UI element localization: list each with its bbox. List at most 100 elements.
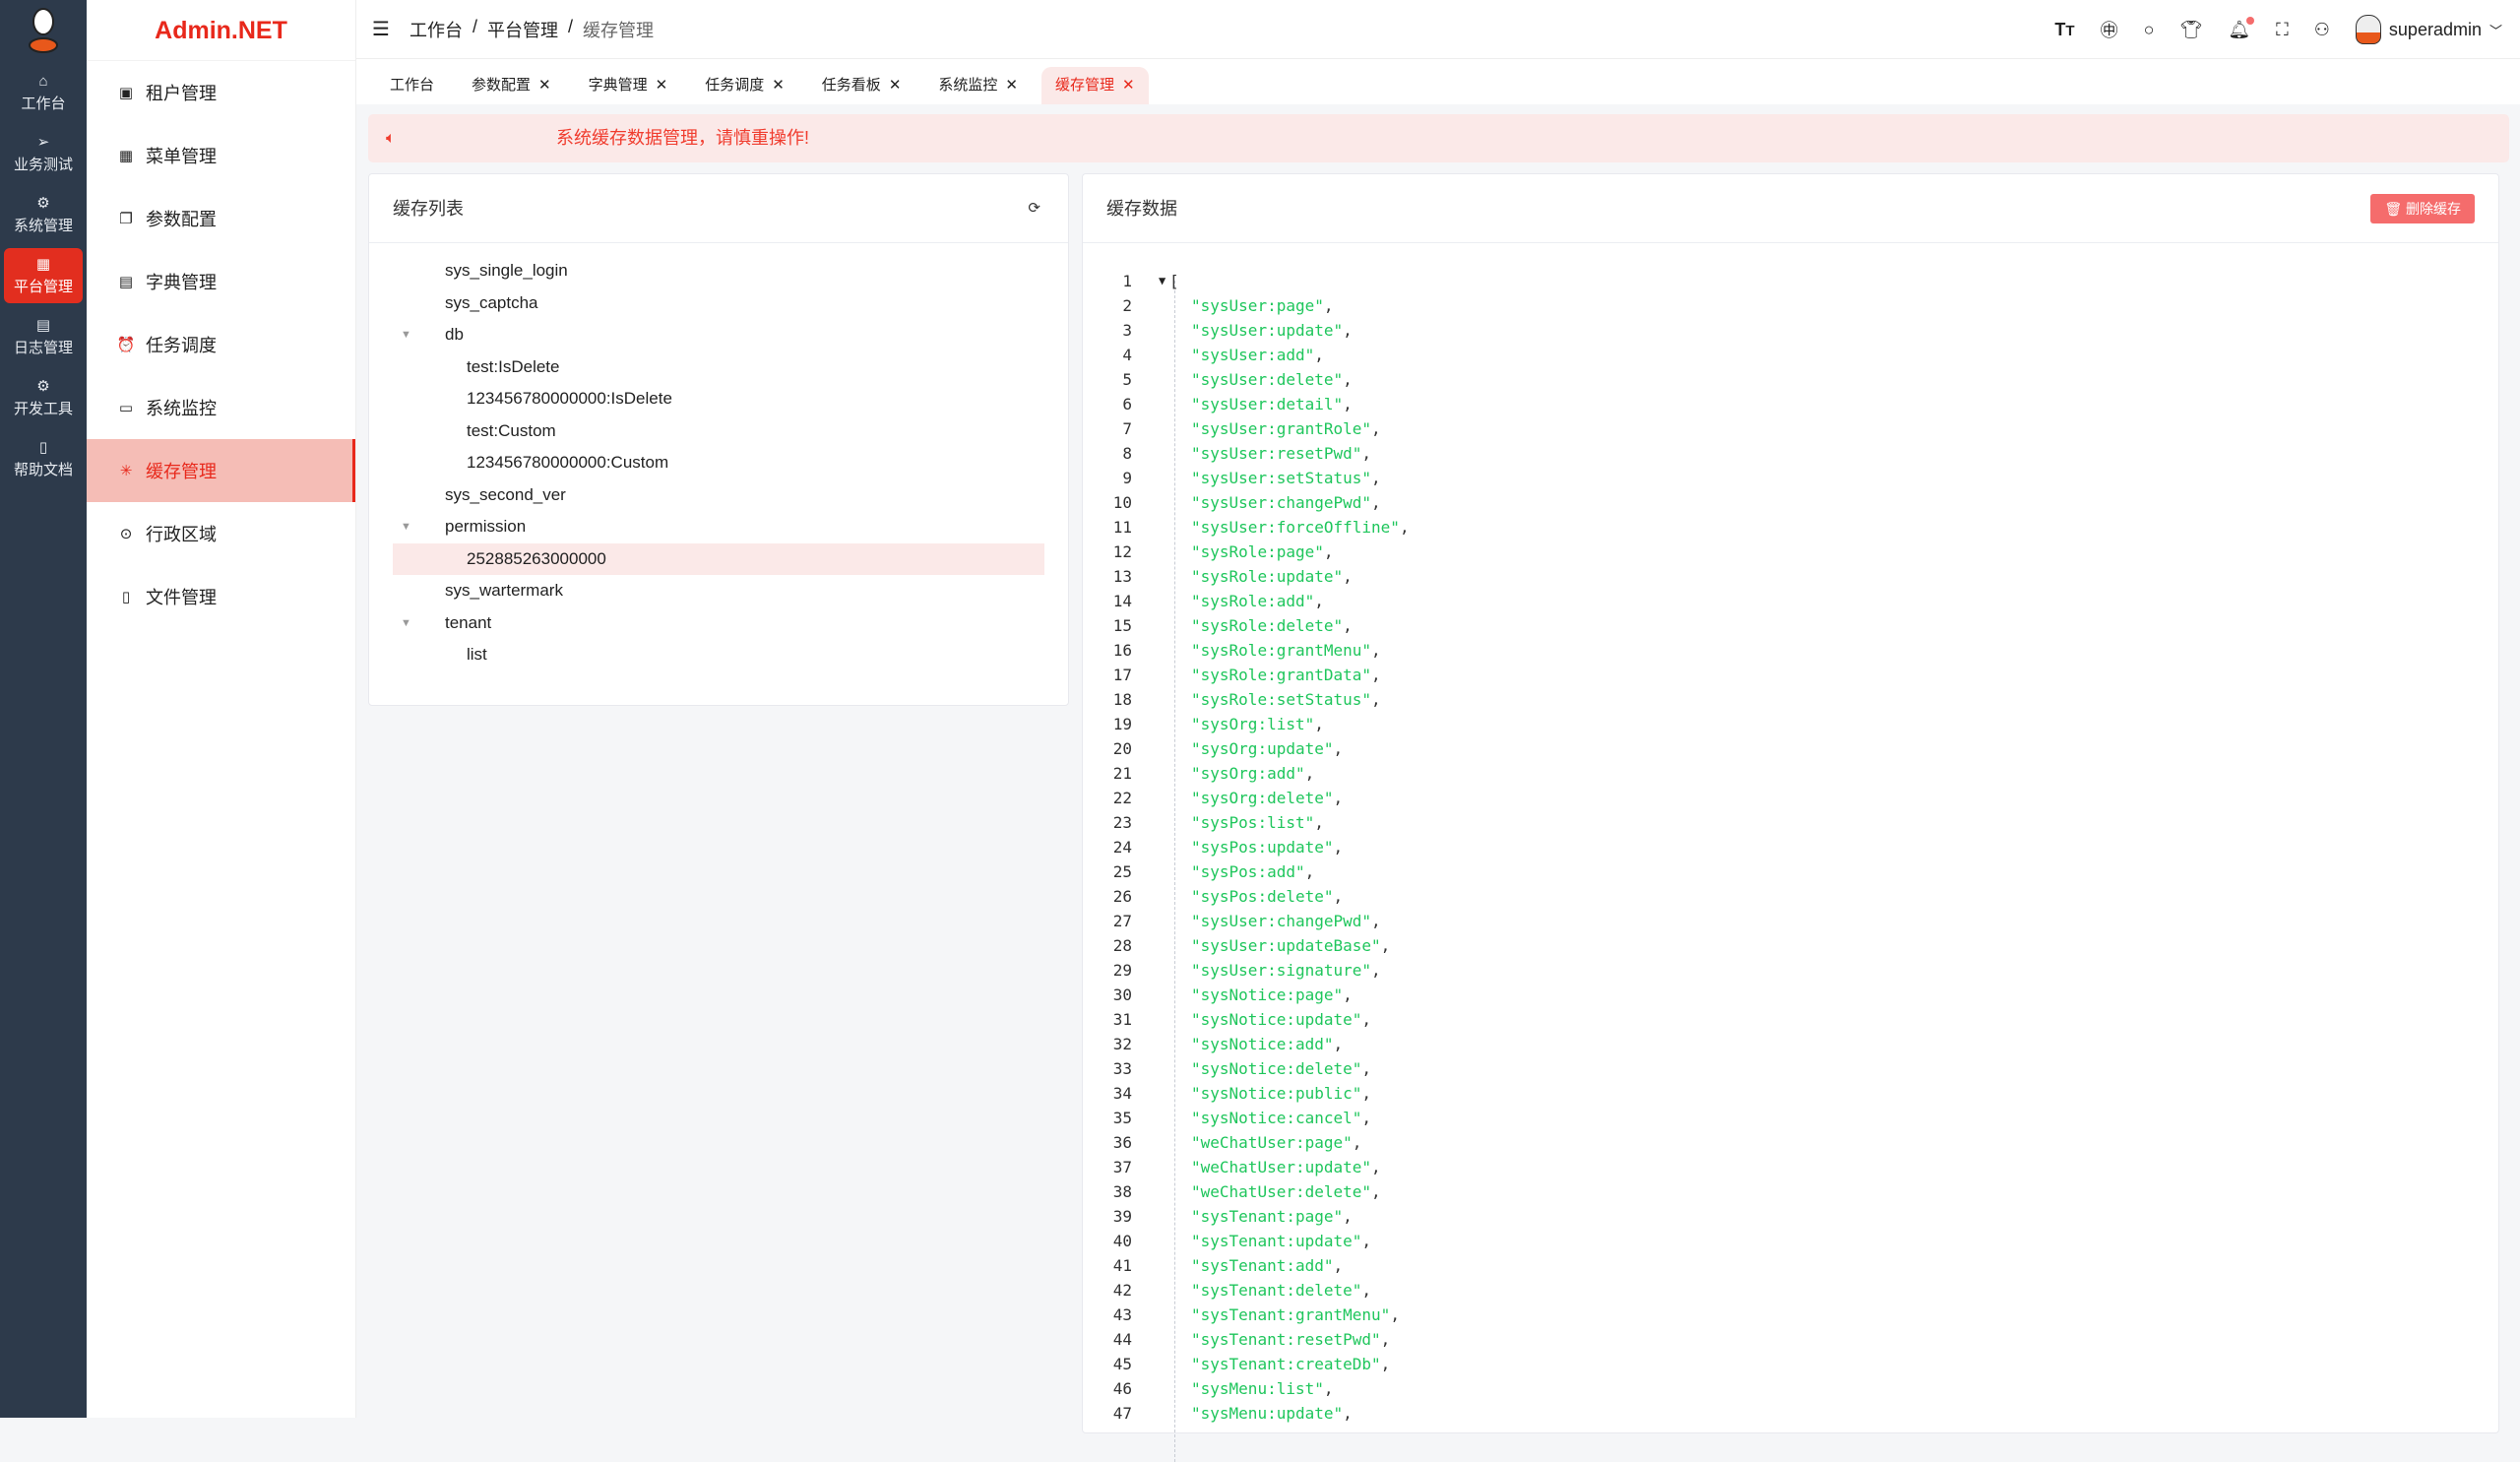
tab-label: 工作台	[390, 77, 435, 94]
close-icon[interactable]: ✕	[772, 77, 785, 94]
line-number: 7	[1122, 419, 1132, 438]
line-number: 2	[1122, 296, 1132, 315]
rail-item-label: 平台管理	[13, 279, 73, 295]
json-string: "sysRole:setStatus",	[1191, 690, 1381, 709]
rail-item[interactable]: ⌂ 工作台	[4, 65, 83, 120]
close-icon[interactable]: ✕	[1005, 77, 1018, 94]
speaker-icon: 🔈︎	[386, 130, 396, 147]
json-string: "sysOrg:update",	[1191, 739, 1344, 758]
sidebar-item[interactable]: ▣ 租户管理	[87, 61, 355, 124]
monitor-icon: ▭	[118, 400, 134, 416]
line-number: 19	[1112, 715, 1132, 733]
line-number: 36	[1112, 1133, 1132, 1152]
json-string-value: sysRole:update	[1200, 567, 1334, 586]
tree-node[interactable]: 123456780000000:Custom	[393, 447, 1044, 479]
json-string: "sysOrg:delete",	[1191, 789, 1344, 807]
tree-node[interactable]: test:Custom	[393, 415, 1044, 448]
refresh-icon[interactable]: ⟳	[1028, 200, 1040, 217]
tab[interactable]: 任务看板 ✕	[808, 67, 915, 104]
tree-node[interactable]: ▼ db	[393, 319, 1044, 351]
tree-node[interactable]: ▼ tenant	[393, 607, 1044, 640]
close-icon[interactable]: ✕	[888, 77, 902, 94]
caret-down-icon[interactable]: ▼	[401, 329, 411, 341]
sidebar-item[interactable]: ⊙ 行政区域	[87, 502, 355, 565]
tree-node[interactable]: ▼ permission	[393, 511, 1044, 543]
tree-node-label: 123456780000000:Custom	[467, 453, 669, 472]
fullscreen-icon[interactable]: ⛶	[2276, 19, 2289, 39]
json-string-value: sysPos:delete	[1200, 887, 1324, 906]
tree-node[interactable]: 252885263000000	[393, 542, 1044, 575]
menu-toggle-icon[interactable]: ☰	[372, 19, 390, 40]
json-string: "sysTenant:update",	[1191, 1232, 1372, 1250]
rail-item[interactable]: ▦ 平台管理	[4, 248, 83, 303]
close-icon[interactable]: ✕	[655, 77, 668, 94]
sidebar-item[interactable]: ⏰ 任务调度	[87, 313, 355, 376]
caret-down-icon[interactable]: ▼	[401, 616, 411, 629]
search-icon[interactable]: ○	[2143, 19, 2155, 39]
sidebar-item[interactable]: ▦ 菜单管理	[87, 124, 355, 187]
json-string-value: sysUser:delete	[1200, 370, 1334, 389]
tree-node-label: test:IsDelete	[467, 356, 560, 376]
tree-node[interactable]: list	[393, 639, 1044, 671]
tab-label: 任务看板	[821, 77, 881, 94]
json-string: "sysPos:update",	[1191, 838, 1344, 857]
line-number: 4	[1122, 346, 1132, 364]
user-icon[interactable]: ⚇	[2313, 19, 2330, 39]
rail-item[interactable]: ▤ 日志管理	[4, 309, 83, 364]
document-icon: ▤	[35, 317, 51, 334]
tree-node[interactable]: sys_single_login	[393, 255, 1044, 287]
font-size-icon[interactable]: TT	[2054, 19, 2075, 39]
sidebar-item[interactable]: ✳ 缓存管理	[87, 439, 355, 502]
close-icon[interactable]: ✕	[538, 77, 551, 94]
sidebar-item[interactable]: ▯ 文件管理	[87, 565, 355, 628]
json-string-value: sysRole:delete	[1200, 616, 1334, 635]
sidebar-item-label: 字典管理	[146, 273, 217, 292]
line-number: 43	[1112, 1305, 1132, 1324]
tab[interactable]: 任务调度 ✕	[691, 67, 798, 104]
language-icon[interactable]: ㊥	[2100, 21, 2118, 40]
tab[interactable]: 缓存管理 ✕	[1040, 67, 1149, 104]
sidebar-item[interactable]: ▤ 字典管理	[87, 250, 355, 313]
logo-avatar-icon	[29, 8, 58, 53]
json-string-value: sysTenant:createDb	[1200, 1355, 1372, 1373]
line-number: 16	[1112, 641, 1132, 660]
theme-shirt-icon[interactable]: 👕︎	[2179, 19, 2203, 39]
sidebar-item-label: 文件管理	[146, 588, 217, 607]
rail-item[interactable]: ⚙ 开发工具	[4, 370, 83, 425]
tree-node[interactable]: sys_captcha	[393, 287, 1044, 320]
json-string: "sysPos:add",	[1191, 862, 1315, 881]
tree-node-label: permission	[445, 517, 527, 536]
tab[interactable]: 参数配置 ✕	[458, 67, 565, 104]
json-string: "sysUser:signature",	[1191, 961, 1381, 980]
breadcrumb-item[interactable]: 平台管理	[487, 20, 559, 40]
json-string-value: sysPos:add	[1200, 862, 1295, 881]
tree-node[interactable]: 123456780000000:IsDelete	[393, 383, 1044, 415]
bell-icon[interactable]: 🔔︎	[2228, 16, 2255, 40]
rail-item[interactable]: ▯ 帮助文档	[4, 431, 83, 486]
json-string-value: weChatUser:page	[1200, 1133, 1344, 1152]
line-number: 9	[1122, 469, 1132, 487]
caret-down-icon[interactable]: ▼	[401, 521, 411, 533]
file-icon: ▯	[121, 589, 131, 605]
grid-icon: ▦	[35, 256, 51, 273]
json-string-value: sysNotice:add	[1200, 1035, 1324, 1053]
tab[interactable]: 字典管理 ✕	[575, 67, 682, 104]
json-string: "sysNotice:add",	[1191, 1035, 1344, 1053]
rail-item[interactable]: ➢ 业务测试	[4, 126, 83, 181]
breadcrumb-item[interactable]: 工作台	[410, 20, 463, 40]
user-menu[interactable]: superadmin ﹀	[2355, 15, 2502, 44]
tree-node[interactable]: sys_second_ver	[393, 479, 1044, 512]
fold-caret-icon[interactable]: ▼	[1159, 274, 1166, 287]
delete-cache-button[interactable]: 🗑︎ 删除缓存	[2370, 194, 2475, 223]
tab[interactable]: 工作台	[376, 67, 448, 104]
sidebar-item[interactable]: ❐ 参数配置	[87, 187, 355, 250]
close-icon[interactable]: ✕	[1122, 77, 1135, 94]
json-string-value: sysUser:page	[1200, 296, 1315, 315]
tab[interactable]: 系统监控 ✕	[924, 67, 1032, 104]
icon-rail: ⌂ 工作台 ➢ 业务测试 ⚙ 系统管理 ▦ 平台管理 ▤ 日志管理 ⚙ 开发工具 ▯ 帮助文档	[0, 0, 87, 1418]
tree-node[interactable]: test:IsDelete	[393, 351, 1044, 384]
tree-node[interactable]: sys_wartermark	[393, 575, 1044, 607]
rail-item[interactable]: ⚙ 系统管理	[4, 187, 83, 242]
sidebar-item[interactable]: ▭ 系统监控	[87, 376, 355, 439]
line-number: 35	[1112, 1109, 1132, 1127]
